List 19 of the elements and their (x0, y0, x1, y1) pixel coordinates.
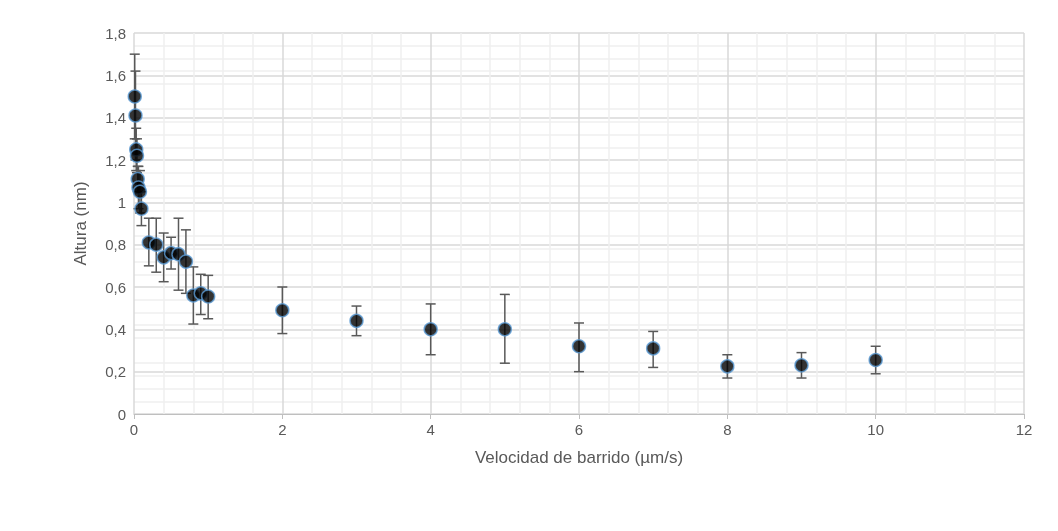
x-tick-label: 4 (426, 421, 435, 438)
y-tick-label: 1,2 (105, 151, 126, 169)
x-tick-label: 12 (1015, 421, 1033, 438)
x-tick-label: 6 (574, 421, 584, 438)
x-tick-label: 2 (278, 421, 287, 438)
x-tick-label: 0 (129, 421, 139, 438)
y-tick-label: 1,6 (105, 66, 126, 84)
y-tick-label: 0,2 (105, 363, 126, 381)
y-tick-label: 0,8 (105, 236, 126, 254)
x-tick-label: 8 (723, 421, 732, 438)
x-tick-label: 10 (867, 421, 885, 438)
y-tick-label: 1,8 (105, 24, 126, 42)
y-tick-label: 0,4 (105, 320, 126, 338)
x-axis-title: Velocidad de barrido (µm/s) (474, 448, 684, 467)
y-tick-label: 0 (117, 405, 126, 423)
y-axis-title: Altura (nm) (71, 181, 90, 266)
y-tick-label: 1,4 (105, 109, 126, 127)
y-tick-label: 1 (117, 193, 126, 211)
y-tick-label: 0,6 (105, 278, 126, 296)
